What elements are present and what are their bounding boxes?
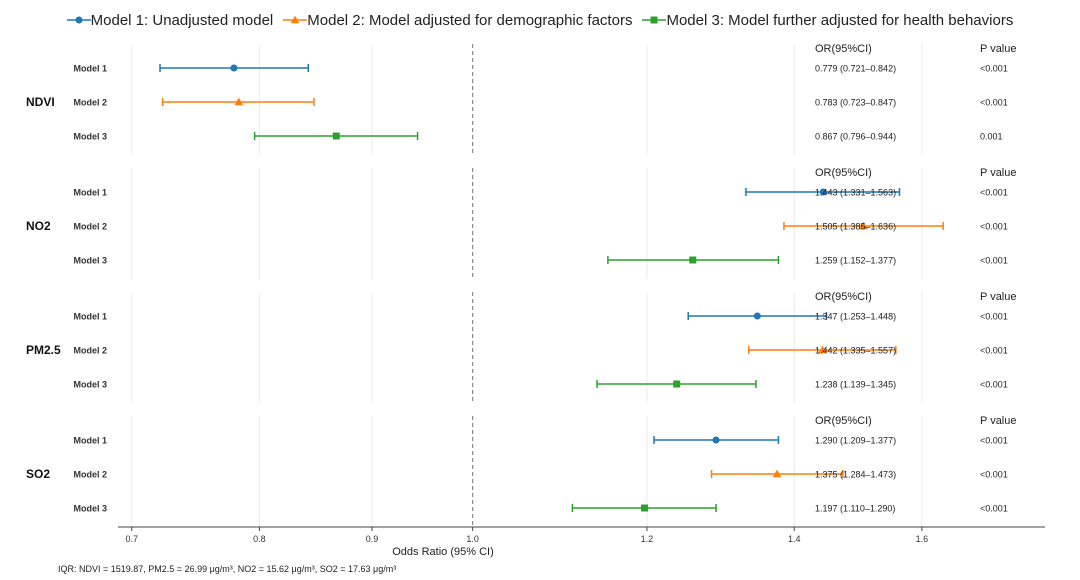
row-model-label: Model 1: [73, 312, 107, 322]
row-model-label: Model 3: [73, 504, 107, 514]
point-estimate: [772, 469, 782, 478]
row-model-label: Model 2: [73, 222, 107, 232]
legend-label: Model 1: Unadjusted model: [90, 11, 274, 29]
point-estimate: [753, 312, 761, 320]
footnote: IQR: NDVI = 1519.87, PM2.5 = 26.99 μg/m³…: [58, 564, 397, 574]
p-header: P value: [980, 415, 1017, 427]
row-model-label: Model 3: [73, 380, 107, 390]
x-tick-label: 0.8: [253, 534, 266, 544]
p-value: <0.001: [980, 98, 1008, 108]
row-model-label: Model 2: [73, 98, 107, 108]
x-tick-label: 1.6: [916, 534, 929, 544]
point-estimate: [234, 97, 244, 106]
legend-key-square: [642, 16, 667, 24]
p-value: 0.001: [980, 132, 1003, 142]
or-value: 1.375 (1.284–1.473): [815, 470, 896, 480]
point-estimate: [858, 221, 868, 230]
or-value: 1.443 (1.331–1.563): [815, 188, 896, 198]
point-estimate: [689, 256, 697, 264]
group-label: NDVI: [26, 95, 55, 109]
point-estimate: [673, 380, 681, 388]
p-value: <0.001: [980, 346, 1008, 356]
or-value: 1.259 (1.152–1.377): [815, 256, 896, 266]
or-value: 0.867 (0.796–0.944): [815, 132, 896, 142]
legend-key-circle: [66, 16, 91, 24]
row-model-label: Model 1: [73, 64, 107, 74]
legend-item-model-2: Model 2: Model adjusted for demographic …: [283, 12, 632, 29]
row-model-label: Model 1: [73, 188, 107, 198]
row-model-label: Model 2: [73, 470, 107, 480]
p-header: P value: [980, 167, 1017, 179]
group-label: PM2.5: [26, 343, 61, 357]
or-header: OR(95%CI): [815, 415, 872, 427]
legend-label: Model 3: Model further adjusted for heal…: [666, 11, 1014, 29]
row-model-label: Model 2: [73, 346, 107, 356]
or-value: 1.505 (1.385–1.636): [815, 222, 896, 232]
p-header: P value: [980, 291, 1017, 303]
p-header: P value: [980, 43, 1017, 55]
p-value: <0.001: [980, 470, 1008, 480]
or-value: 1.442 (1.335–1.557): [815, 346, 896, 356]
legend-label: Model 2: Model adjusted for demographic …: [307, 11, 633, 29]
labels: NDVI OR(95%CI) P value Model 1 0.779 (0.721–…: [26, 43, 1017, 514]
row-model-label: Model 3: [73, 256, 107, 266]
group-label: NO2: [26, 219, 51, 233]
p-value: <0.001: [980, 64, 1008, 74]
or-header: OR(95%CI): [815, 167, 872, 179]
estimates: [159, 64, 944, 512]
or-value: 0.783 (0.723–0.847): [815, 98, 896, 108]
x-axis-title: Odds Ratio (95% CI): [392, 546, 493, 558]
x-tick-label: 1.0: [466, 534, 479, 544]
or-value: 1.238 (1.139–1.345): [815, 380, 896, 390]
point-estimate: [712, 436, 720, 444]
p-value: <0.001: [980, 256, 1008, 266]
p-value: <0.001: [980, 312, 1008, 322]
point-estimate: [641, 504, 649, 512]
or-value: 1.347 (1.253–1.448): [815, 312, 896, 322]
legend-key-marker: [75, 16, 83, 24]
or-value: 1.290 (1.209–1.377): [815, 436, 896, 446]
or-value: 0.779 (0.721–0.842): [815, 64, 896, 74]
point-estimate: [818, 345, 827, 354]
legend: Model 1: Unadjusted model Model 2: Model …: [0, 8, 1080, 32]
p-value: <0.001: [980, 222, 1008, 232]
point-estimate: [230, 64, 238, 72]
p-value: <0.001: [980, 188, 1008, 198]
p-value: <0.001: [980, 436, 1008, 446]
p-value: <0.001: [980, 504, 1008, 514]
gridlines: [131, 44, 923, 527]
x-tick-label: 1.4: [788, 534, 801, 544]
legend-key-marker: [290, 15, 300, 24]
legend-key-triangle: [283, 15, 308, 24]
point-estimate: [819, 188, 827, 196]
or-header: OR(95%CI): [815, 43, 872, 55]
legend-item-model-1: Model 1: Unadjusted model: [66, 11, 274, 29]
row-model-label: Model 1: [73, 436, 107, 446]
x-tick-label: 0.7: [125, 534, 138, 544]
or-value: 1.197 (1.110–1.290): [815, 504, 895, 514]
point-estimate: [332, 132, 340, 140]
row-model-label: Model 3: [73, 132, 107, 142]
or-header: OR(95%CI): [815, 291, 872, 303]
x-tick-label: 0.9: [366, 534, 379, 544]
x-axis: 0.7 0.8 0.9 1.0 1.2 1.4 1.6 Odds Ratio (95% CI): [118, 526, 1045, 558]
p-value: <0.001: [980, 380, 1008, 390]
group-label: SO2: [26, 467, 50, 481]
x-tick-label: 1.2: [641, 534, 654, 544]
legend-item-model-3: Model 3: Model further adjusted for heal…: [642, 12, 1013, 29]
legend-key-marker: [650, 16, 658, 24]
